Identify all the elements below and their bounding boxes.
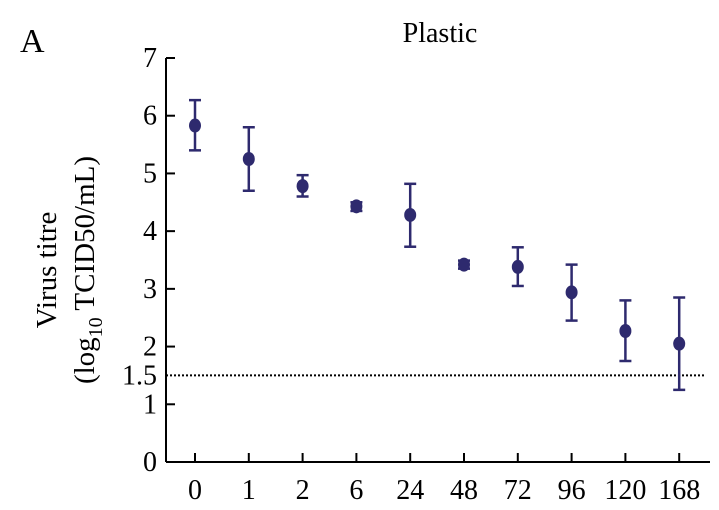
x-tick-label: 2 <box>296 475 310 506</box>
y-axis-label-suffix: TCID50/mL) <box>69 156 101 317</box>
data-marks <box>189 98 686 392</box>
data-point <box>565 285 578 300</box>
data-point <box>619 323 632 338</box>
y-tick-label: 3 <box>143 274 157 305</box>
x-tick-label: 48 <box>450 475 478 506</box>
data-point <box>189 118 201 133</box>
data-point <box>404 207 417 222</box>
y-axis-label: Virus titre (log10 TCID50/mL) <box>31 156 107 384</box>
y-axis-label-line2: (log10 TCID50/mL) <box>69 156 107 384</box>
data-point <box>350 199 363 214</box>
x-tick-label: 96 <box>558 475 586 506</box>
x-tick-label: 6 <box>349 475 363 506</box>
threshold-label: 1.5 <box>122 360 157 391</box>
y-tick-label: 7 <box>143 43 157 74</box>
chart-title: Plastic <box>403 18 478 49</box>
y-tick-label: 6 <box>143 101 157 132</box>
data-point <box>511 259 524 274</box>
data-point <box>296 179 309 194</box>
y-tick-label: 1 <box>143 389 157 420</box>
x-tick-label: 0 <box>188 475 202 506</box>
y-axis-label-prefix: (log <box>69 337 101 384</box>
y-tick-labels: 0 1 2 3 4 5 6 7 <box>143 43 157 478</box>
y-tick-label: 0 <box>143 447 157 478</box>
data-point <box>673 336 686 351</box>
y-tick-label: 5 <box>143 158 157 189</box>
y-tick-label: 2 <box>143 332 157 363</box>
x-tick-label: 168 <box>658 475 700 506</box>
x-tick-label: 1 <box>242 475 256 506</box>
panel-label: A <box>20 23 45 60</box>
threshold-layer: 1.5 <box>122 360 704 391</box>
data-point <box>458 257 470 272</box>
x-tick-labels: 0 1 2 6 24 48 72 96 120 168 <box>188 475 700 506</box>
x-tick-label: 120 <box>604 475 646 506</box>
data-point <box>242 152 255 166</box>
x-tick-label: 72 <box>504 475 532 506</box>
y-axis-label-subscript: 10 <box>85 317 107 337</box>
y-axis-label-line1: Virus titre <box>31 212 63 329</box>
y-tick-label: 4 <box>143 216 157 247</box>
axes <box>165 57 710 463</box>
x-tick-label: 24 <box>396 475 424 506</box>
